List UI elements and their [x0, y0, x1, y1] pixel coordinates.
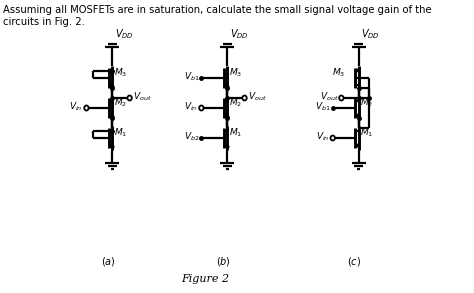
Text: $(c)$: $(c)$ — [347, 255, 361, 268]
Circle shape — [339, 96, 344, 100]
Text: $M_2$: $M_2$ — [229, 97, 242, 109]
Text: Assuming all MOSFETs are in saturation, calculate the small signal voltage gain : Assuming all MOSFETs are in saturation, … — [3, 5, 432, 27]
Text: $M_2$: $M_2$ — [114, 97, 127, 109]
Text: $M_1$: $M_1$ — [360, 127, 374, 139]
Text: $V_{out}$: $V_{out}$ — [320, 91, 339, 103]
Text: $V_{b1}$: $V_{b1}$ — [184, 71, 200, 83]
Circle shape — [199, 105, 203, 110]
Circle shape — [84, 105, 89, 110]
Text: $V_{in}$: $V_{in}$ — [316, 131, 329, 143]
Text: $M_2$: $M_2$ — [360, 97, 374, 109]
Text: $V_{in}$: $V_{in}$ — [70, 101, 83, 113]
Text: $M_3$: $M_3$ — [114, 67, 128, 79]
Text: $V_{DD}$: $V_{DD}$ — [115, 27, 134, 41]
Text: $M_1$: $M_1$ — [229, 127, 242, 139]
Text: $M_3$: $M_3$ — [229, 67, 242, 79]
Text: $V_{in}$: $V_{in}$ — [184, 101, 198, 113]
Circle shape — [242, 96, 247, 100]
Text: $(b)$: $(b)$ — [216, 255, 230, 268]
Text: $M_3$: $M_3$ — [331, 67, 345, 79]
Text: $V_{out}$: $V_{out}$ — [248, 91, 267, 103]
Circle shape — [128, 96, 132, 100]
Text: $V_{b1}$: $V_{b1}$ — [315, 101, 331, 113]
Text: $V_{b2}$: $V_{b2}$ — [184, 131, 200, 143]
Text: $V_{out}$: $V_{out}$ — [133, 91, 152, 103]
Text: $V_{DD}$: $V_{DD}$ — [230, 27, 249, 41]
Text: Figure 2: Figure 2 — [181, 274, 229, 284]
Text: $V_{DD}$: $V_{DD}$ — [361, 27, 380, 41]
Text: $(a)$: $(a)$ — [100, 255, 115, 268]
Text: $M_1$: $M_1$ — [114, 127, 128, 139]
Circle shape — [330, 135, 335, 141]
